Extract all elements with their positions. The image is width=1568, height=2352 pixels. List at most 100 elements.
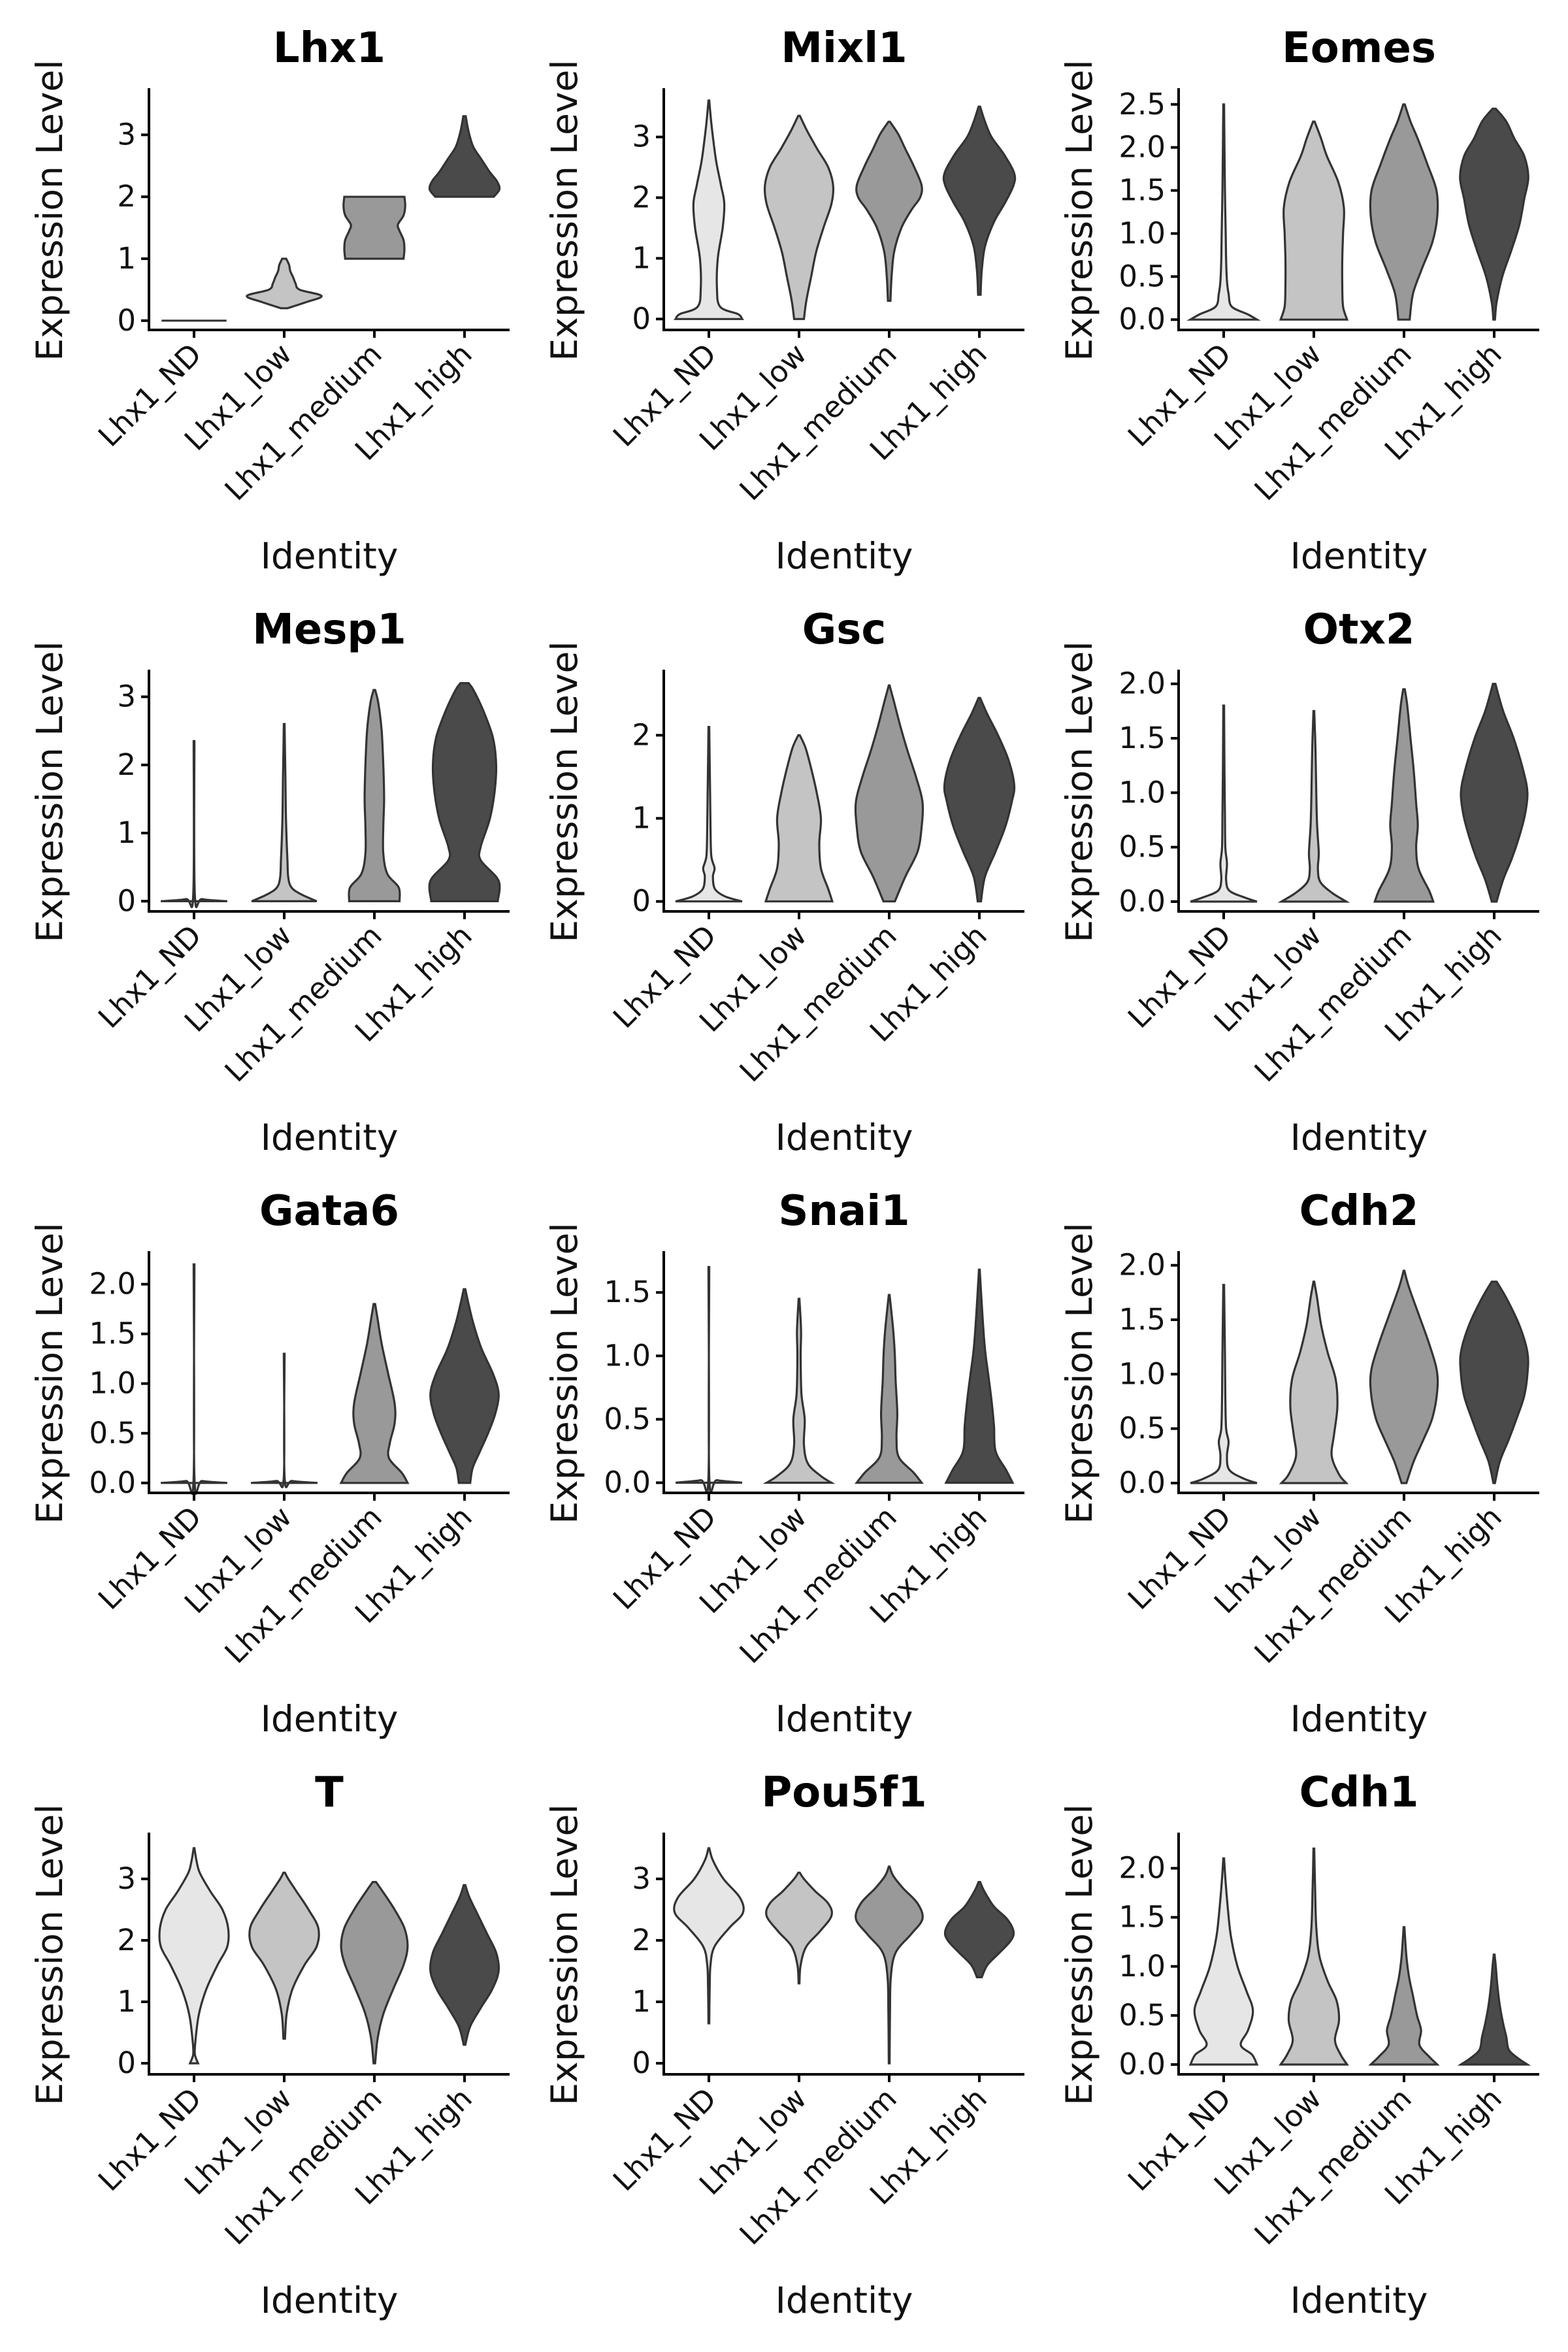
y-tick-label: 1 [632, 240, 651, 275]
violin-lhx1-medium [339, 1303, 410, 1484]
y-tick-label: 2 [117, 1923, 136, 1957]
violin-lhx1-nd [673, 1847, 745, 2025]
y-tick-label: 2.0 [1119, 1248, 1166, 1282]
y-tick-label: 0 [117, 883, 136, 918]
violin-lhx1-nd [158, 1847, 230, 2065]
y-tick-label: 0 [117, 303, 136, 338]
violin-lhx1-high [943, 1881, 1015, 1978]
y-axis-title: Expression Level [1058, 641, 1100, 942]
y-tick-label: 0.0 [89, 1465, 136, 1500]
violin-lhx1-medium [854, 684, 924, 903]
violin-lhx1-low [1277, 710, 1350, 903]
y-tick-label: 1.5 [1119, 173, 1166, 208]
y-tick-label: 1.0 [1119, 216, 1166, 250]
y-tick-label: 1 [117, 815, 136, 850]
y-tick-label: 2.0 [89, 1267, 136, 1301]
violin-lhx1-medium [855, 120, 923, 302]
y-tick-label: 1.0 [604, 1338, 651, 1373]
y-tick-label: 0.0 [604, 1465, 651, 1499]
violin-lhx1-medium [340, 1881, 409, 2065]
y-axis-title: Expression Level [1058, 59, 1100, 361]
y-tick-label: 3 [632, 120, 651, 154]
y-tick-label: 1 [117, 1984, 136, 2019]
y-axis-title: Expression Level [29, 59, 71, 361]
y-tick-label: 3 [117, 1861, 136, 1896]
x-axis-title: Identity [261, 1117, 399, 1158]
violin-lhx1-high [944, 1268, 1015, 1484]
y-tick-label: 1.0 [1119, 1356, 1166, 1391]
y-tick-label: 0.0 [1119, 1465, 1166, 1500]
x-axis-title: Identity [776, 1117, 913, 1158]
y-axis-title: Expression Level [544, 1222, 585, 1524]
panel-title: Pou5f1 [761, 1769, 926, 1817]
violin-lhx1-medium [1369, 1269, 1439, 1484]
y-tick-label: 0.5 [1119, 1411, 1166, 1446]
x-axis-title: Identity [776, 1698, 913, 1740]
y-axis-title: Expression Level [544, 59, 585, 361]
violin-lhx1-medium [1368, 1926, 1440, 2066]
y-tick-label: 0.5 [89, 1416, 136, 1450]
violin-lhx1-high [428, 682, 501, 902]
panel-title: Gsc [802, 606, 887, 654]
y-tick-label: 1.5 [1119, 721, 1166, 755]
y-tick-label: 2.0 [1119, 130, 1166, 165]
violin-lhx1-nd [1190, 1284, 1258, 1484]
y-tick-label: 0.5 [1119, 1998, 1166, 2033]
y-tick-label: 1.5 [1119, 1302, 1166, 1337]
violin-lhx1-high [942, 105, 1017, 296]
x-axis-title: Identity [261, 1698, 399, 1740]
x-axis-title: Identity [776, 535, 913, 577]
y-tick-label: 0 [632, 884, 651, 919]
x-axis-title: Identity [1290, 2279, 1428, 2321]
violin-lhx1-medium [1369, 103, 1439, 321]
y-axis-title: Expression Level [544, 641, 585, 942]
violin-lhx1-high [1459, 107, 1529, 321]
violin-lhx1-low [1279, 120, 1349, 321]
y-tick-label: 2 [117, 179, 136, 214]
y-tick-label: 1.0 [1119, 775, 1166, 809]
y-tick-label: 2 [632, 1923, 651, 1957]
violin-lhx1-nd [1190, 704, 1258, 903]
y-tick-label: 1.5 [89, 1316, 136, 1351]
y-tick-label: 2.0 [1119, 1851, 1166, 1886]
violin-lhx1-nd [675, 726, 743, 903]
y-tick-label: 1.5 [1119, 1900, 1166, 1935]
y-tick-label: 1 [117, 241, 136, 276]
panel-title: Gata6 [259, 1187, 399, 1235]
violin-lhx1-nd [1188, 1857, 1259, 2066]
y-tick-label: 0 [117, 2046, 136, 2080]
violin-lhx1-low [762, 1298, 836, 1484]
panel-title: Mesp1 [252, 606, 406, 654]
x-axis-title: Identity [1290, 1117, 1428, 1158]
y-tick-label: 1.0 [1119, 1949, 1166, 1984]
y-tick-label: 0 [632, 2046, 651, 2080]
y-tick-label: 2.0 [1119, 666, 1166, 701]
violin-lhx1-low [765, 1871, 833, 1985]
violin-lhx1-high [943, 696, 1016, 903]
y-tick-label: 0.5 [604, 1401, 651, 1436]
violin-lhx1-nd [160, 1263, 228, 1495]
y-tick-label: 0.5 [1119, 830, 1166, 864]
violin-lhx1-medium [342, 195, 406, 260]
violin-lhx1-low [246, 257, 323, 310]
y-tick-label: 1.0 [89, 1366, 136, 1401]
violin-lhx1-low [1279, 1281, 1349, 1484]
x-axis-title: Identity [261, 535, 399, 577]
y-tick-label: 0 [632, 301, 651, 336]
violin-lhx1-low [763, 114, 835, 320]
violin-lhx1-high [428, 115, 501, 198]
y-axis-title: Expression Level [29, 641, 71, 942]
y-tick-label: 0.5 [1119, 259, 1166, 293]
y-tick-label: 2 [632, 180, 651, 215]
panel-title: Otx2 [1303, 606, 1415, 654]
panel-title: Mixl1 [781, 24, 907, 73]
y-tick-label: 2.5 [1119, 87, 1166, 122]
panel-title: Lhx1 [273, 24, 385, 73]
violin-lhx1-low [250, 1352, 318, 1488]
y-tick-label: 0.0 [1119, 884, 1166, 919]
y-tick-label: 3 [117, 117, 136, 152]
violin-lhx1-high [1457, 1953, 1531, 2066]
y-tick-label: 3 [632, 1861, 651, 1896]
y-tick-label: 1 [632, 801, 651, 836]
